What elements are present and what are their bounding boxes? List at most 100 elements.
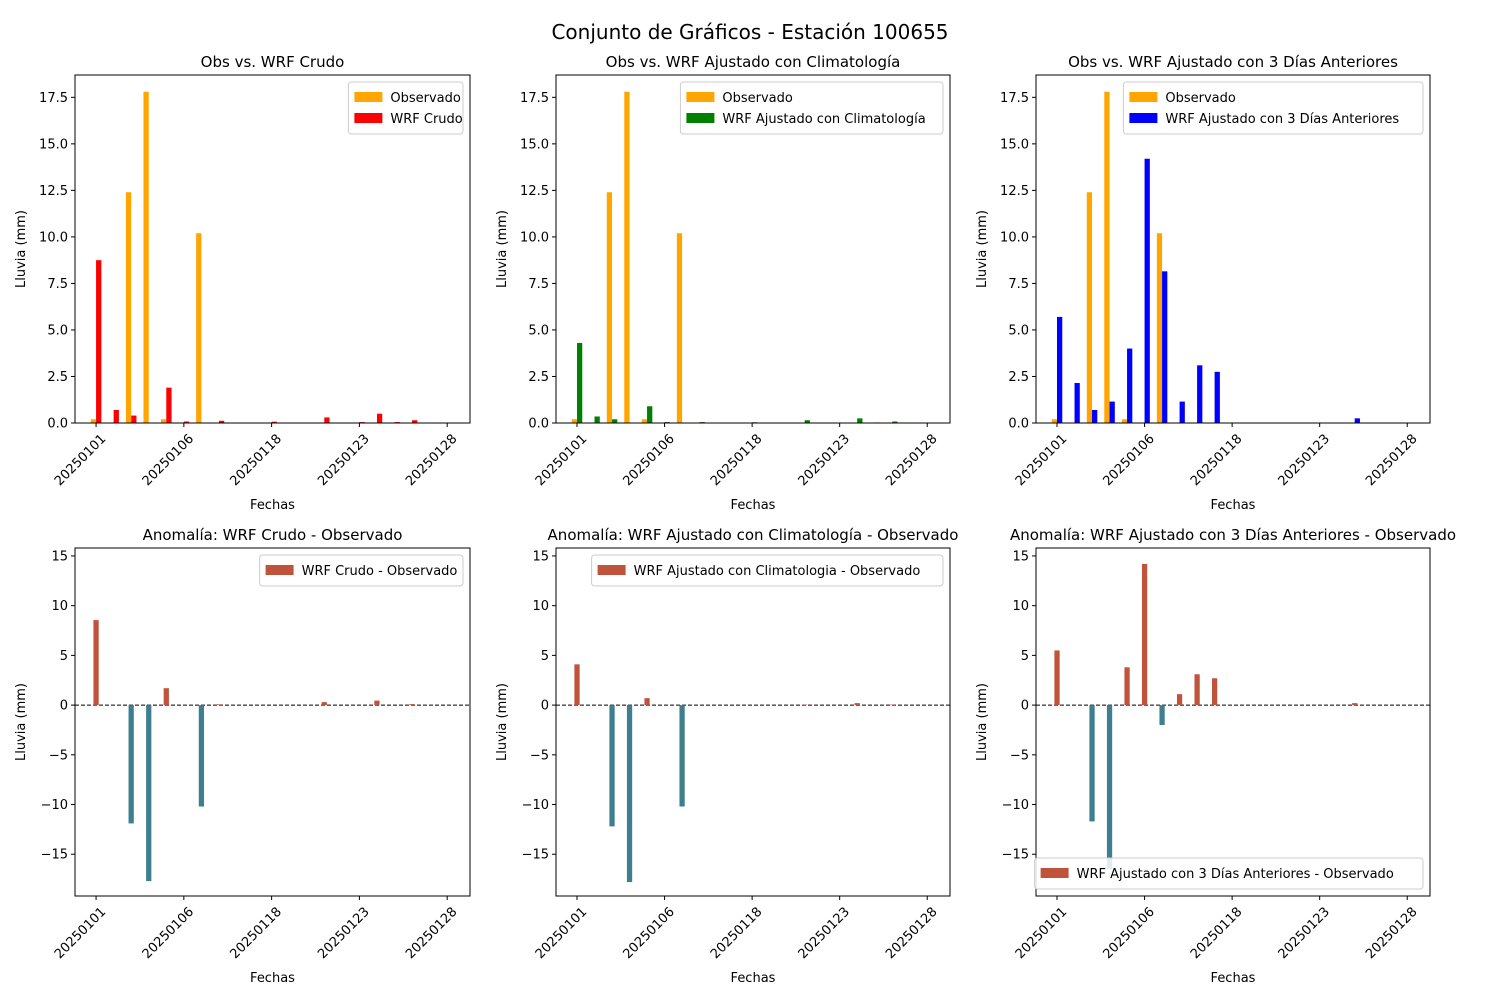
anomaly-bar-3: [626, 705, 633, 883]
anomaly-bar-2: [609, 705, 615, 827]
legend-swatch: [265, 565, 294, 575]
y-tick-label: 15: [532, 549, 549, 564]
legend-label: WRF Ajustado con 3 Días Anteriores - Obs…: [1077, 867, 1394, 882]
bar-observado-2: [606, 192, 613, 423]
anomaly-bar-3: [146, 705, 152, 882]
y-tick-label: 2.5: [1008, 370, 1029, 385]
y-tick-label: 7.5: [1008, 277, 1029, 292]
bar-wrf-1: [1074, 382, 1080, 423]
y-tick-label: 7.5: [47, 277, 68, 292]
y-tick-label: 10: [532, 599, 549, 614]
axes-frame: [1035, 547, 1431, 897]
anomaly-bar-6: [198, 705, 205, 807]
anomaly-bar-4: [163, 688, 169, 706]
bar-wrf-4: [166, 387, 172, 423]
bar-wrf-2: [612, 419, 618, 423]
bar-wrf-18: [412, 420, 418, 423]
anomaly-bar-0: [574, 664, 580, 706]
bar-wrf-4: [1127, 348, 1133, 423]
anomaly-bar-6: [1159, 705, 1165, 725]
panel-title: Anomalía: WRF Crudo - Observado: [143, 526, 403, 544]
axes-frame: [555, 547, 951, 897]
anomaly-bar-13: [321, 702, 327, 706]
y-tick-label: 12.5: [1000, 184, 1029, 199]
y-tick-label: −10: [1002, 798, 1029, 813]
bar-wrf-8: [1197, 365, 1203, 423]
y-tick-label: −10: [41, 798, 68, 813]
legend: WRF Ajustado con 3 Días Anteriores - Obs…: [1034, 857, 1424, 890]
y-tick-label: −10: [522, 798, 549, 813]
y-tick-label: −5: [530, 748, 549, 763]
y-tick-label: −5: [49, 748, 68, 763]
anomaly-bar-5: [1141, 563, 1148, 706]
y-tick-label: 17.5: [1000, 91, 1029, 106]
legend-swatch: [354, 113, 383, 123]
y-tick-label: 15: [1012, 549, 1029, 564]
anomaly-bar-7: [1176, 694, 1183, 706]
bar-wrf-0: [577, 342, 583, 423]
legend-swatch: [1129, 92, 1158, 102]
axes-frame: [74, 547, 471, 897]
x-axis-label: Fechas: [1211, 971, 1256, 986]
legend-box: [1034, 857, 1424, 890]
bar-wrf-13: [324, 417, 330, 423]
anomaly-bar-3: [1106, 705, 1113, 870]
legend-box: [679, 81, 944, 135]
y-tick-label: −15: [1002, 848, 1029, 863]
axes-frame: [74, 74, 471, 424]
legend-swatch: [1129, 113, 1158, 123]
anomaly-bar-7: [216, 704, 222, 706]
figure-title: Conjunto de Gráficos - Estación 100655: [551, 20, 948, 44]
legend-swatch: [686, 92, 715, 102]
legend-box: [591, 554, 944, 587]
bar-wrf-2: [131, 415, 137, 423]
anomaly-bar-18: [409, 704, 415, 706]
bar-wrf-5: [1144, 158, 1150, 423]
legend: Observado WRF Ajustado con Climatología: [679, 81, 944, 135]
panels: Obs vs. WRF Crudo 0.0 2.5 5.0 7.5 10.0 12.5 15.…: [14, 53, 1456, 986]
bar-wrf-17: [1354, 418, 1360, 423]
panel-title: Obs vs. WRF Ajustado con 3 Días Anterior…: [1068, 53, 1398, 71]
y-tick-label: 0: [60, 699, 68, 714]
bar-wrf-0: [96, 260, 102, 423]
y-tick-label: 15.0: [520, 137, 549, 152]
y-tick-label: 0: [541, 699, 549, 714]
bar-observado-2: [125, 192, 132, 423]
bar-wrf-7: [1179, 401, 1185, 423]
legend-swatch: [1040, 868, 1069, 878]
y-tick-label: 12.5: [39, 184, 68, 199]
legend: WRF Crudo - Observado: [259, 554, 464, 587]
anomaly-bar-9: [1211, 678, 1218, 706]
panel-title: Obs vs. WRF Crudo: [201, 53, 345, 71]
legend: Observado WRF Ajustado con 3 Días Anterio…: [1122, 81, 1424, 135]
y-tick-label: 15: [51, 549, 68, 564]
y-tick-label: 17.5: [39, 91, 68, 106]
y-tick-label: −5: [1010, 748, 1029, 763]
bar-wrf-1: [113, 409, 119, 423]
y-tick-label: 5.0: [1008, 323, 1029, 338]
bar-wrf-16: [857, 418, 863, 423]
axes-frame: [1035, 74, 1431, 424]
y-tick-label: −15: [41, 848, 68, 863]
y-tick-label: 0.0: [1008, 417, 1029, 432]
y-tick-label: 5: [541, 649, 549, 664]
bar-wrf-16: [376, 413, 383, 423]
anomaly-bar-6: [679, 705, 685, 807]
bar-observado-3: [1104, 91, 1110, 424]
bar-wrf-6: [1162, 271, 1168, 423]
bar-observado-3: [624, 91, 630, 424]
bar-wrf-9: [1214, 371, 1220, 423]
legend-box: [259, 554, 464, 587]
y-tick-label: 15.0: [39, 137, 68, 152]
anomaly-bar-16: [854, 703, 860, 706]
y-tick-label: 7.5: [528, 277, 549, 292]
x-axis-label: Fechas: [1211, 498, 1256, 513]
anomaly-bar-18: [889, 704, 895, 706]
y-tick-label: 10.0: [39, 230, 68, 245]
bar-wrf-2: [1092, 409, 1098, 423]
y-tick-label: 0: [1021, 699, 1029, 714]
legend-label: Observado: [390, 91, 461, 106]
bar-observado-4: [641, 419, 648, 423]
